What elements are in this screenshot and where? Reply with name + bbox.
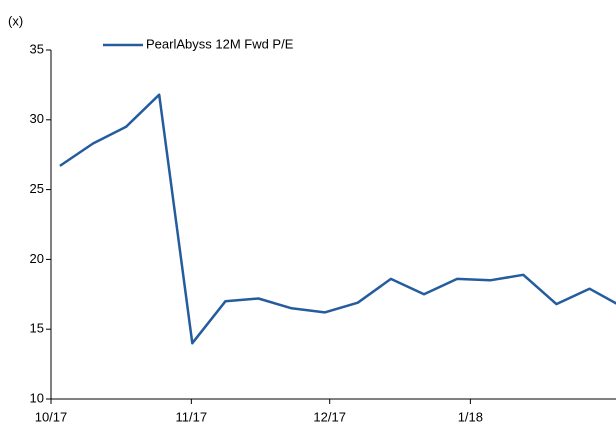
legend-label: PearlAbyss 12M Fwd P/E xyxy=(146,36,294,51)
y-tick-label: 35 xyxy=(30,41,44,56)
x-tick-label: 10/17 xyxy=(35,409,68,424)
x-tick-label: 1/18 xyxy=(458,409,483,424)
y-tick-label: 25 xyxy=(30,181,44,196)
y-tick-label: 10 xyxy=(30,390,44,405)
x-tick-label: 12/17 xyxy=(313,409,346,424)
plot-area xyxy=(59,93,616,345)
y-axis-label: (x) xyxy=(8,13,23,28)
x-tick-label: 11/17 xyxy=(176,409,208,424)
y-tick-label: 30 xyxy=(30,111,44,126)
y-tick-label: 20 xyxy=(30,251,44,266)
y-tick-label: 15 xyxy=(30,321,44,336)
data-line xyxy=(59,93,616,345)
